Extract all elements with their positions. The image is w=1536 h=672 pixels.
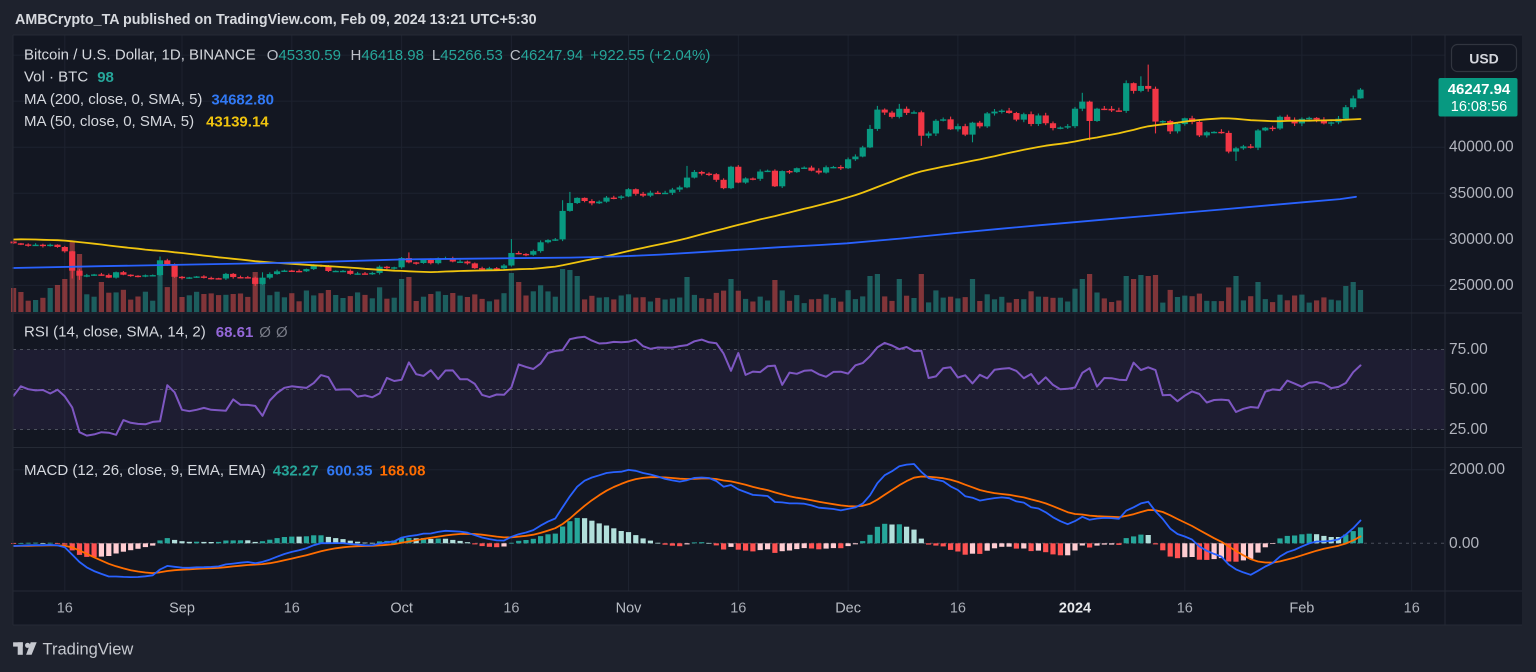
svg-text:46247.94: 46247.94 — [1448, 81, 1511, 98]
svg-text:AMBCrypto_TA published on Trad: AMBCrypto_TA published on TradingView.co… — [15, 12, 537, 28]
svg-text:MA (200, close, 0, SMA, 5)3468: MA (200, close, 0, SMA, 5) 34682.80 — [24, 91, 274, 108]
svg-text:75.00: 75.00 — [1449, 341, 1488, 358]
svg-text:40000.00: 40000.00 — [1449, 139, 1514, 156]
svg-text:16: 16 — [730, 601, 746, 617]
svg-text:Oct: Oct — [390, 601, 413, 617]
svg-text:16: 16 — [57, 601, 73, 617]
svg-text:Bitcoin / U.S. Dollar, 1D, BIN: Bitcoin / U.S. Dollar, 1D, BINANCE O45330… — [24, 47, 710, 64]
svg-text:25000.00: 25000.00 — [1449, 277, 1514, 294]
svg-text:USD: USD — [1469, 51, 1499, 67]
svg-text:50.00: 50.00 — [1449, 381, 1488, 398]
svg-text:16: 16 — [950, 601, 966, 617]
svg-text:MACD (12, 26, close, 9, EMA, E: MACD (12, 26, close, 9, EMA, EMA) 432.27 6… — [24, 462, 425, 479]
svg-text:MA (50, close, 0, SMA, 5)43139: MA (50, close, 0, SMA, 5) 43139.14 — [24, 113, 269, 130]
svg-text:25.00: 25.00 — [1449, 421, 1488, 438]
svg-text:16: 16 — [1177, 601, 1193, 617]
svg-text:Nov: Nov — [616, 601, 643, 617]
svg-text:RSI (14, close, SMA, 14, 2)68.: RSI (14, close, SMA, 14, 2) 68.61 Ø Ø — [24, 324, 288, 341]
svg-text:2024: 2024 — [1059, 601, 1091, 617]
svg-text:TradingView: TradingView — [43, 641, 134, 659]
svg-text:16: 16 — [1404, 601, 1420, 617]
svg-text:30000.00: 30000.00 — [1449, 231, 1514, 248]
svg-text:0.00: 0.00 — [1449, 535, 1480, 552]
svg-text:Sep: Sep — [169, 601, 195, 617]
svg-text:Feb: Feb — [1289, 601, 1314, 617]
svg-text:16: 16 — [284, 601, 300, 617]
svg-text:16: 16 — [503, 601, 519, 617]
svg-text:16:08:56: 16:08:56 — [1451, 99, 1507, 115]
svg-text:35000.00: 35000.00 — [1449, 185, 1514, 202]
svg-text:2000.00: 2000.00 — [1449, 461, 1505, 478]
svg-text:Dec: Dec — [835, 601, 861, 617]
